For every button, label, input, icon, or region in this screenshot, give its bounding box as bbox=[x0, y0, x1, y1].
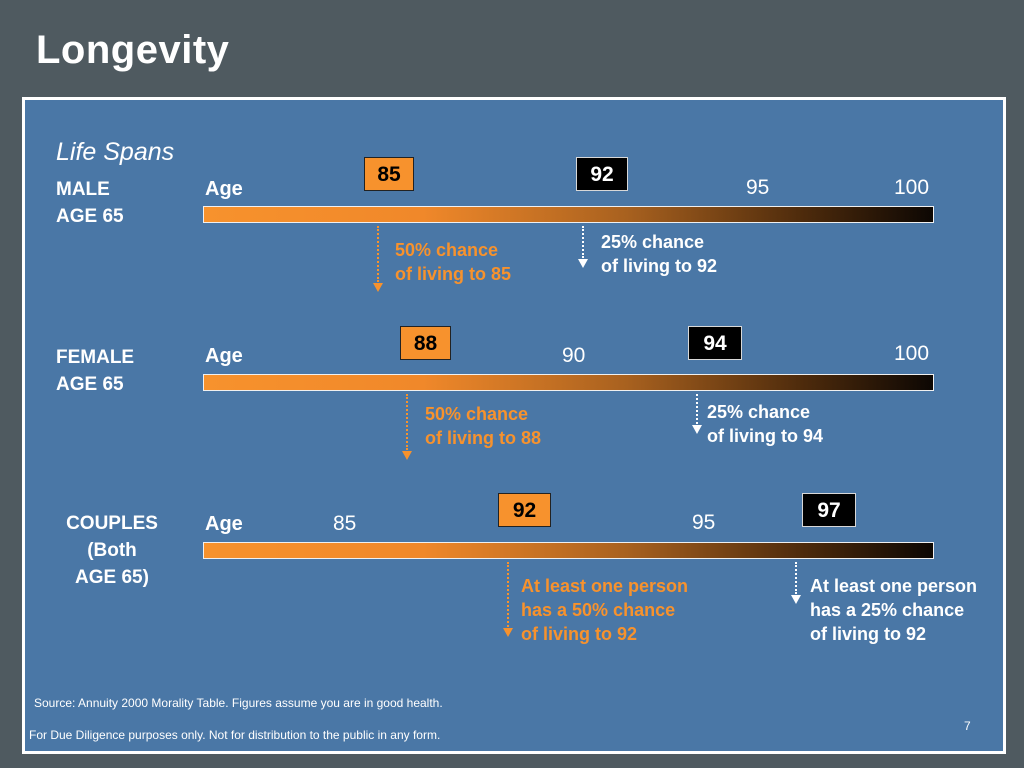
pointer-line bbox=[696, 394, 698, 424]
tick-label: 95 bbox=[746, 176, 770, 199]
note-25pct: 25% chance of living to 92 bbox=[601, 232, 718, 276]
down-arrow-icon bbox=[692, 425, 702, 434]
row-label-female: FEMALE AGE 65 bbox=[56, 347, 135, 395]
badge-50pct: 85 bbox=[364, 157, 414, 191]
tick-label: 85 bbox=[333, 512, 357, 535]
down-arrow-icon bbox=[402, 451, 412, 460]
note-50pct: 50% chance of living to 85 bbox=[395, 240, 512, 284]
badge-25pct: 97 bbox=[802, 493, 856, 527]
note-25pct: 25% chance of living to 94 bbox=[707, 402, 824, 446]
pointer-line bbox=[507, 562, 509, 627]
down-arrow-icon bbox=[503, 628, 513, 637]
note-25pct: At least one person has a 25% chance of … bbox=[810, 576, 978, 644]
down-arrow-icon bbox=[578, 259, 588, 268]
age-bar-female bbox=[203, 374, 934, 391]
life-spans-heading: Life Spans bbox=[56, 138, 175, 166]
row-label-couples: COUPLES (Both AGE 65) bbox=[66, 513, 158, 588]
badge-25pct: 94 bbox=[688, 326, 742, 360]
badge-50pct: 88 bbox=[400, 326, 451, 360]
tick-label: 95 bbox=[692, 511, 716, 534]
pointer-line bbox=[582, 226, 584, 258]
source-note: Source: Annuity 2000 Morality Table. Fig… bbox=[34, 696, 443, 710]
age-bar-couples bbox=[203, 542, 934, 559]
badge-50pct: 92 bbox=[498, 493, 551, 527]
disclaimer: For Due Diligence purposes only. Not for… bbox=[29, 728, 441, 742]
note-50pct: 50% chance of living to 88 bbox=[425, 404, 542, 448]
row-label-male: MALE AGE 65 bbox=[56, 179, 124, 227]
age-label-couples: Age bbox=[205, 513, 243, 535]
pointer-line bbox=[377, 226, 379, 282]
pointer-line bbox=[795, 562, 797, 594]
pointer-line bbox=[406, 394, 408, 450]
age-bar-male bbox=[203, 206, 934, 223]
badge-25pct: 92 bbox=[576, 157, 628, 191]
tick-label: 100 bbox=[894, 176, 930, 199]
down-arrow-icon bbox=[373, 283, 383, 292]
age-label-male: Age bbox=[205, 178, 243, 200]
tick-label: 90 bbox=[562, 344, 586, 367]
page-number: 7 bbox=[964, 719, 971, 733]
age-label-female: Age bbox=[205, 345, 243, 367]
tick-label: 100 bbox=[894, 342, 930, 365]
note-50pct: At least one person has a 50% chance of … bbox=[521, 576, 689, 644]
slide-title: Longevity bbox=[36, 28, 230, 72]
down-arrow-icon bbox=[791, 595, 801, 604]
